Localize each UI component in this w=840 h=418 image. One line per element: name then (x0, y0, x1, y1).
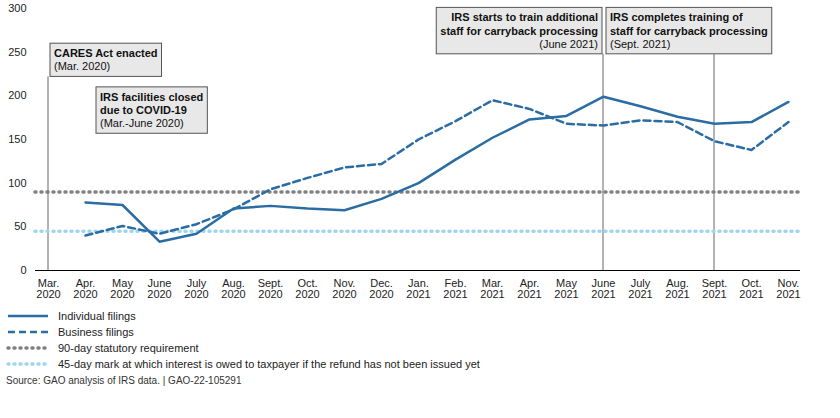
html-text:45-day mark at which interest: 45-day mark at which interest is owed to… (58, 358, 480, 370)
html-text:Business filings: Business filings (58, 326, 134, 338)
svg-text:Dec.2020: Dec.2020 (369, 277, 393, 300)
svg-text:Apr.2020: Apr.2020 (73, 277, 97, 300)
svg-text:Apr.2021: Apr.2021 (517, 277, 541, 300)
html-text:Individual filings: Individual filings (58, 310, 136, 322)
svg-text:150: 150 (8, 133, 26, 145)
svg-text:Mar.2021: Mar.2021 (480, 277, 504, 300)
svg-text:IRS facilities closeddue to CO: IRS facilities closeddue to COVID-19(Mar… (100, 91, 203, 129)
svg-text:July2021: July2021 (628, 277, 652, 300)
svg-text:Sept.2020: Sept.2020 (258, 277, 284, 300)
html-text:90-day statutory requirement: 90-day statutory requirement (58, 342, 199, 354)
svg-text:Sept.2021: Sept.2021 (702, 277, 728, 300)
svg-text:June2020: June2020 (147, 277, 171, 300)
svg-text:CARES Act enacted(Mar. 2020): CARES Act enacted(Mar. 2020) (54, 47, 158, 72)
svg-text:200: 200 (8, 89, 26, 101)
svg-text:300: 300 (8, 2, 26, 14)
svg-text:Nov.2021: Nov.2021 (776, 277, 800, 300)
svg-text:50: 50 (14, 220, 26, 232)
svg-text:Feb.2021: Feb.2021 (443, 277, 467, 300)
svg-text:250: 250 (8, 46, 26, 58)
svg-text:Oct.2021: Oct.2021 (739, 277, 763, 300)
html-text:Source: GAO analysis of IRS da: Source: GAO analysis of IRS data. | GAO-… (6, 375, 242, 386)
svg-text:0: 0 (20, 264, 26, 276)
svg-text:IRS starts to train additional: IRS starts to train additionalstaff for … (440, 11, 598, 49)
svg-text:IRS completes training ofstaff: IRS completes training ofstaff for carry… (610, 11, 768, 49)
svg-text:Nov.2020: Nov.2020 (332, 277, 356, 300)
svg-text:Aug.2021: Aug.2021 (665, 277, 689, 300)
svg-text:Jan.2021: Jan.2021 (406, 277, 430, 300)
svg-text:Mar.2020: Mar.2020 (36, 277, 60, 300)
svg-text:June2021: June2021 (591, 277, 615, 300)
svg-text:Aug.2020: Aug.2020 (221, 277, 245, 300)
svg-text:May2021: May2021 (554, 277, 578, 300)
svg-text:July2020: July2020 (184, 277, 208, 300)
svg-text:100: 100 (8, 177, 26, 189)
svg-text:Oct.2020: Oct.2020 (295, 277, 319, 300)
svg-text:May2020: May2020 (110, 277, 134, 300)
